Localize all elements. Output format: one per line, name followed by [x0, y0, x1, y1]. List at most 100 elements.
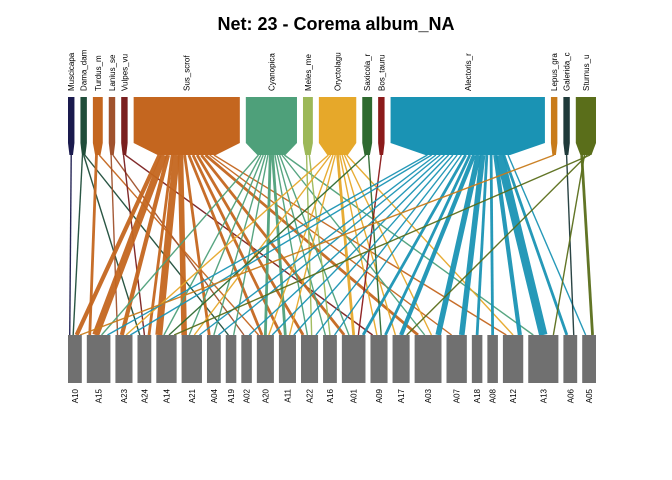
lower-node-a08: [487, 335, 498, 383]
link-alectoris-r-a20: [271, 154, 450, 336]
link-meles-me-a16: [308, 154, 331, 336]
link-sturnus-u-a14: [173, 154, 591, 336]
link-sus-scrof-a15: [92, 153, 168, 337]
link-sus-scrof-a21: [177, 154, 187, 336]
upper-node-lepus-gra: [550, 97, 558, 155]
lower-node-a15: [86, 335, 111, 383]
link-sturnus-u-a13: [552, 154, 586, 336]
link-oryctolagu-a09: [339, 154, 378, 336]
lower-node-a03: [414, 335, 442, 383]
lower-node-label: A21: [188, 388, 197, 403]
lower-node-label: A24: [140, 388, 149, 403]
link-cyanopica-a01: [278, 154, 350, 336]
upper-node-label: Alectoris_r: [464, 53, 473, 91]
link-alectoris-r-a11: [293, 154, 454, 336]
link-cyanopica-a15: [101, 154, 260, 336]
lower-node-a09: [370, 335, 388, 383]
upper-node-muscicapa: [68, 97, 75, 155]
lower-node-label: A15: [95, 388, 104, 403]
upper-node-label: Lepus_gra: [550, 53, 559, 91]
link-alectoris-r-a04: [218, 154, 441, 336]
upper-node-label: Muscicapa: [67, 52, 76, 91]
link-alectoris-r-a06: [502, 154, 569, 336]
upper-node-oryctolagu: [318, 97, 357, 155]
link-alectoris-r-a12: [493, 154, 522, 336]
upper-node-label: Sturnus_u: [582, 55, 591, 91]
link-cyanopica-a04: [213, 154, 267, 336]
upper-node-label: Bos_tauru: [377, 55, 386, 91]
link-lanius-se-a23: [110, 154, 119, 336]
link-sus-scrof-a23: [119, 154, 170, 336]
lower-node-a23: [115, 335, 133, 383]
upper-node-sturnus-u: [575, 97, 596, 155]
upper-node-lanius-se: [108, 97, 116, 155]
lower-node-a20: [256, 335, 274, 383]
upper-node-label: Sus_scrof: [183, 55, 192, 91]
link-muscicapa-a10: [69, 154, 72, 336]
link-oryctolagu-a11: [288, 154, 336, 336]
link-alectoris-r-a03: [435, 154, 482, 336]
lower-node-label: A06: [566, 388, 575, 403]
upper-node-label: Cyanopica: [267, 53, 276, 91]
lower-node-label: A02: [243, 388, 252, 403]
link-sus-scrof-a10: [74, 154, 162, 336]
link-alectoris-r-a17: [399, 154, 477, 336]
lower-node-a19: [225, 335, 237, 383]
upper-node-label: Meles_me: [304, 54, 313, 91]
link-cyanopica-a11: [271, 154, 287, 336]
link-sturnus-u-a17: [406, 154, 588, 336]
link-alectoris-r-a09: [384, 154, 472, 336]
link-sus-scrof-a20: [187, 154, 264, 336]
link-alectoris-r-a16: [333, 154, 462, 336]
link-bos-tauru-a01: [357, 154, 383, 336]
lower-node-a24: [137, 335, 152, 383]
link-lepus-gra-a10: [79, 154, 555, 336]
lower-node-a16: [323, 335, 337, 383]
upper-node-galerida-c: [563, 97, 570, 155]
lower-node-label: A04: [210, 388, 219, 403]
lower-node-label: A11: [283, 388, 292, 402]
lower-node-label: A20: [261, 388, 270, 403]
diagram-title: Net: 23 - Corema album_NA: [217, 14, 454, 34]
lower-node-label: A14: [162, 388, 171, 403]
lower-node-a04: [206, 335, 221, 383]
lower-node-a21: [181, 335, 202, 383]
lower-node-label: A17: [397, 388, 406, 403]
upper-node-dama-dam: [80, 97, 87, 155]
lower-node-a01: [341, 335, 366, 383]
lower-node-a18: [471, 335, 483, 383]
upper-node-label: Turdus_m: [94, 55, 103, 91]
lower-node-label: A07: [453, 388, 462, 403]
lower-node-label: A13: [539, 388, 548, 403]
link-alectoris-r-a08: [489, 154, 495, 336]
link-sus-scrof-a04: [183, 154, 211, 336]
link-sus-scrof-a24: [147, 154, 174, 336]
upper-node-label: Saxicola_r: [363, 53, 372, 91]
upper-node-cyanopica: [245, 97, 297, 155]
link-alectoris-r-a02: [248, 154, 445, 336]
lower-node-a12: [502, 335, 524, 383]
link-galerida-c-a06: [565, 154, 575, 336]
lower-node-label: A03: [424, 388, 433, 403]
link-sturnus-u-a05: [580, 154, 594, 336]
link-alectoris-r-a18: [475, 154, 489, 336]
upper-node-label: Oryctolagu: [334, 52, 343, 91]
link-oryctolagu-a03: [343, 154, 433, 336]
lower-node-label: A23: [120, 388, 129, 403]
upper-node-label: Dama_dam: [80, 49, 89, 91]
lower-node-a13: [528, 335, 559, 383]
lower-node-a07: [446, 335, 467, 383]
link-alectoris-r-a01: [361, 154, 467, 336]
link-alectoris-r-a23: [129, 154, 433, 336]
lower-node-a05: [582, 335, 596, 383]
lower-node-a14: [156, 335, 177, 383]
lower-node-label: A22: [306, 388, 315, 403]
lower-node-a22: [300, 335, 319, 383]
upper-node-vulpes-vu: [121, 97, 128, 155]
upper-nodes-layer: Muscicapa Dama_dam Turdus_m Lanius_se Vulpes…: [67, 49, 596, 155]
upper-node-alectoris-r: [390, 97, 545, 155]
link-oryctolagu-a21: [193, 154, 332, 336]
link-oryctolagu-a01: [336, 154, 356, 336]
upper-node-sus-scrof: [133, 97, 240, 155]
lower-node-a06: [563, 335, 578, 383]
